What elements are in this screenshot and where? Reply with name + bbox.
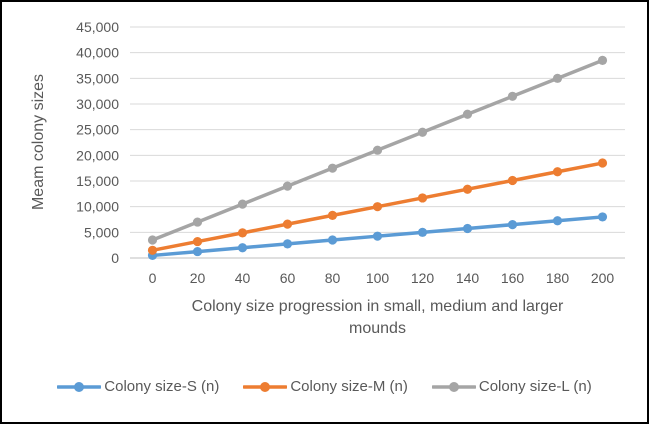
data-point-marker xyxy=(552,167,563,177)
x-tick-label: 60 xyxy=(280,270,296,286)
data-point-marker xyxy=(372,145,383,155)
y-tick-label: 10,000 xyxy=(76,199,119,215)
data-point-marker xyxy=(192,236,203,247)
y-tick-label: 0 xyxy=(111,250,119,266)
legend-line-marker-icon xyxy=(57,381,102,392)
data-point-marker xyxy=(282,181,293,191)
legend-item-colony-size-m: Colony size-M (n) xyxy=(243,378,408,395)
y-tick-label: 20,000 xyxy=(76,147,119,163)
x-tick-label: 200 xyxy=(591,270,615,286)
legend-line-marker-icon xyxy=(243,381,288,392)
legend-item-colony-size-s: Colony size-S (n) xyxy=(57,378,219,395)
x-tick-label: 100 xyxy=(366,270,390,286)
data-point-marker xyxy=(597,55,608,65)
data-point-marker xyxy=(237,228,248,238)
y-tick-label: 15,000 xyxy=(76,173,119,189)
legend-label: Colony size-M (n) xyxy=(290,378,408,395)
y-axis-title: Meam colony sizes xyxy=(28,26,50,258)
data-point-marker xyxy=(597,212,608,222)
data-point-marker xyxy=(372,202,383,212)
y-axis-title-text: Meam colony sizes xyxy=(30,73,48,211)
legend-label: Colony size-L (n) xyxy=(478,378,592,395)
x-tick-label: 180 xyxy=(546,270,570,286)
data-point-marker xyxy=(462,109,473,119)
y-tick-label: 25,000 xyxy=(76,122,119,138)
data-point-marker xyxy=(417,193,428,203)
legend-item-colony-size-l: Colony size-L (n) xyxy=(431,378,592,395)
data-point-marker xyxy=(282,219,293,229)
x-tick-label: 140 xyxy=(456,270,480,286)
data-point-marker xyxy=(417,227,428,237)
data-point-marker xyxy=(372,231,383,241)
y-tick-label: 5,000 xyxy=(84,224,119,240)
data-point-marker xyxy=(282,239,293,249)
data-point-marker xyxy=(327,163,338,173)
data-point-marker xyxy=(417,127,428,137)
x-tick-label: 120 xyxy=(411,270,435,286)
data-point-marker xyxy=(462,223,473,234)
y-tick-label: 40,000 xyxy=(76,45,119,61)
x-tick-label: 80 xyxy=(325,270,341,286)
data-point-marker xyxy=(507,175,518,186)
x-tick-label: 40 xyxy=(235,270,251,286)
data-point-marker xyxy=(147,245,158,255)
data-point-marker xyxy=(147,235,158,245)
y-tick-label: 30,000 xyxy=(76,96,119,112)
x-tick-label: 160 xyxy=(501,270,525,286)
x-tick-label: 0 xyxy=(149,270,157,286)
data-point-marker xyxy=(192,217,203,227)
data-point-marker xyxy=(327,210,338,220)
data-point-marker xyxy=(327,235,338,245)
data-point-marker xyxy=(237,199,248,209)
y-tick-label: 45,000 xyxy=(76,19,119,35)
legend-label: Colony size-S (n) xyxy=(104,378,220,395)
data-point-marker xyxy=(507,220,518,230)
x-axis-title: Colony size progression in small, medium… xyxy=(191,298,564,337)
legend-line-marker-icon xyxy=(431,381,476,392)
legend: Colony size-S (n) Colony size-M (n) Colo… xyxy=(2,378,647,395)
data-point-marker xyxy=(552,216,563,226)
x-tick-label: 20 xyxy=(190,270,206,286)
data-point-marker xyxy=(597,158,608,168)
data-point-marker xyxy=(192,246,203,257)
data-point-marker xyxy=(237,243,248,253)
data-point-marker xyxy=(507,91,518,101)
y-tick-label: 35,000 xyxy=(76,70,119,86)
data-point-marker xyxy=(462,184,473,194)
data-point-marker xyxy=(552,73,563,83)
